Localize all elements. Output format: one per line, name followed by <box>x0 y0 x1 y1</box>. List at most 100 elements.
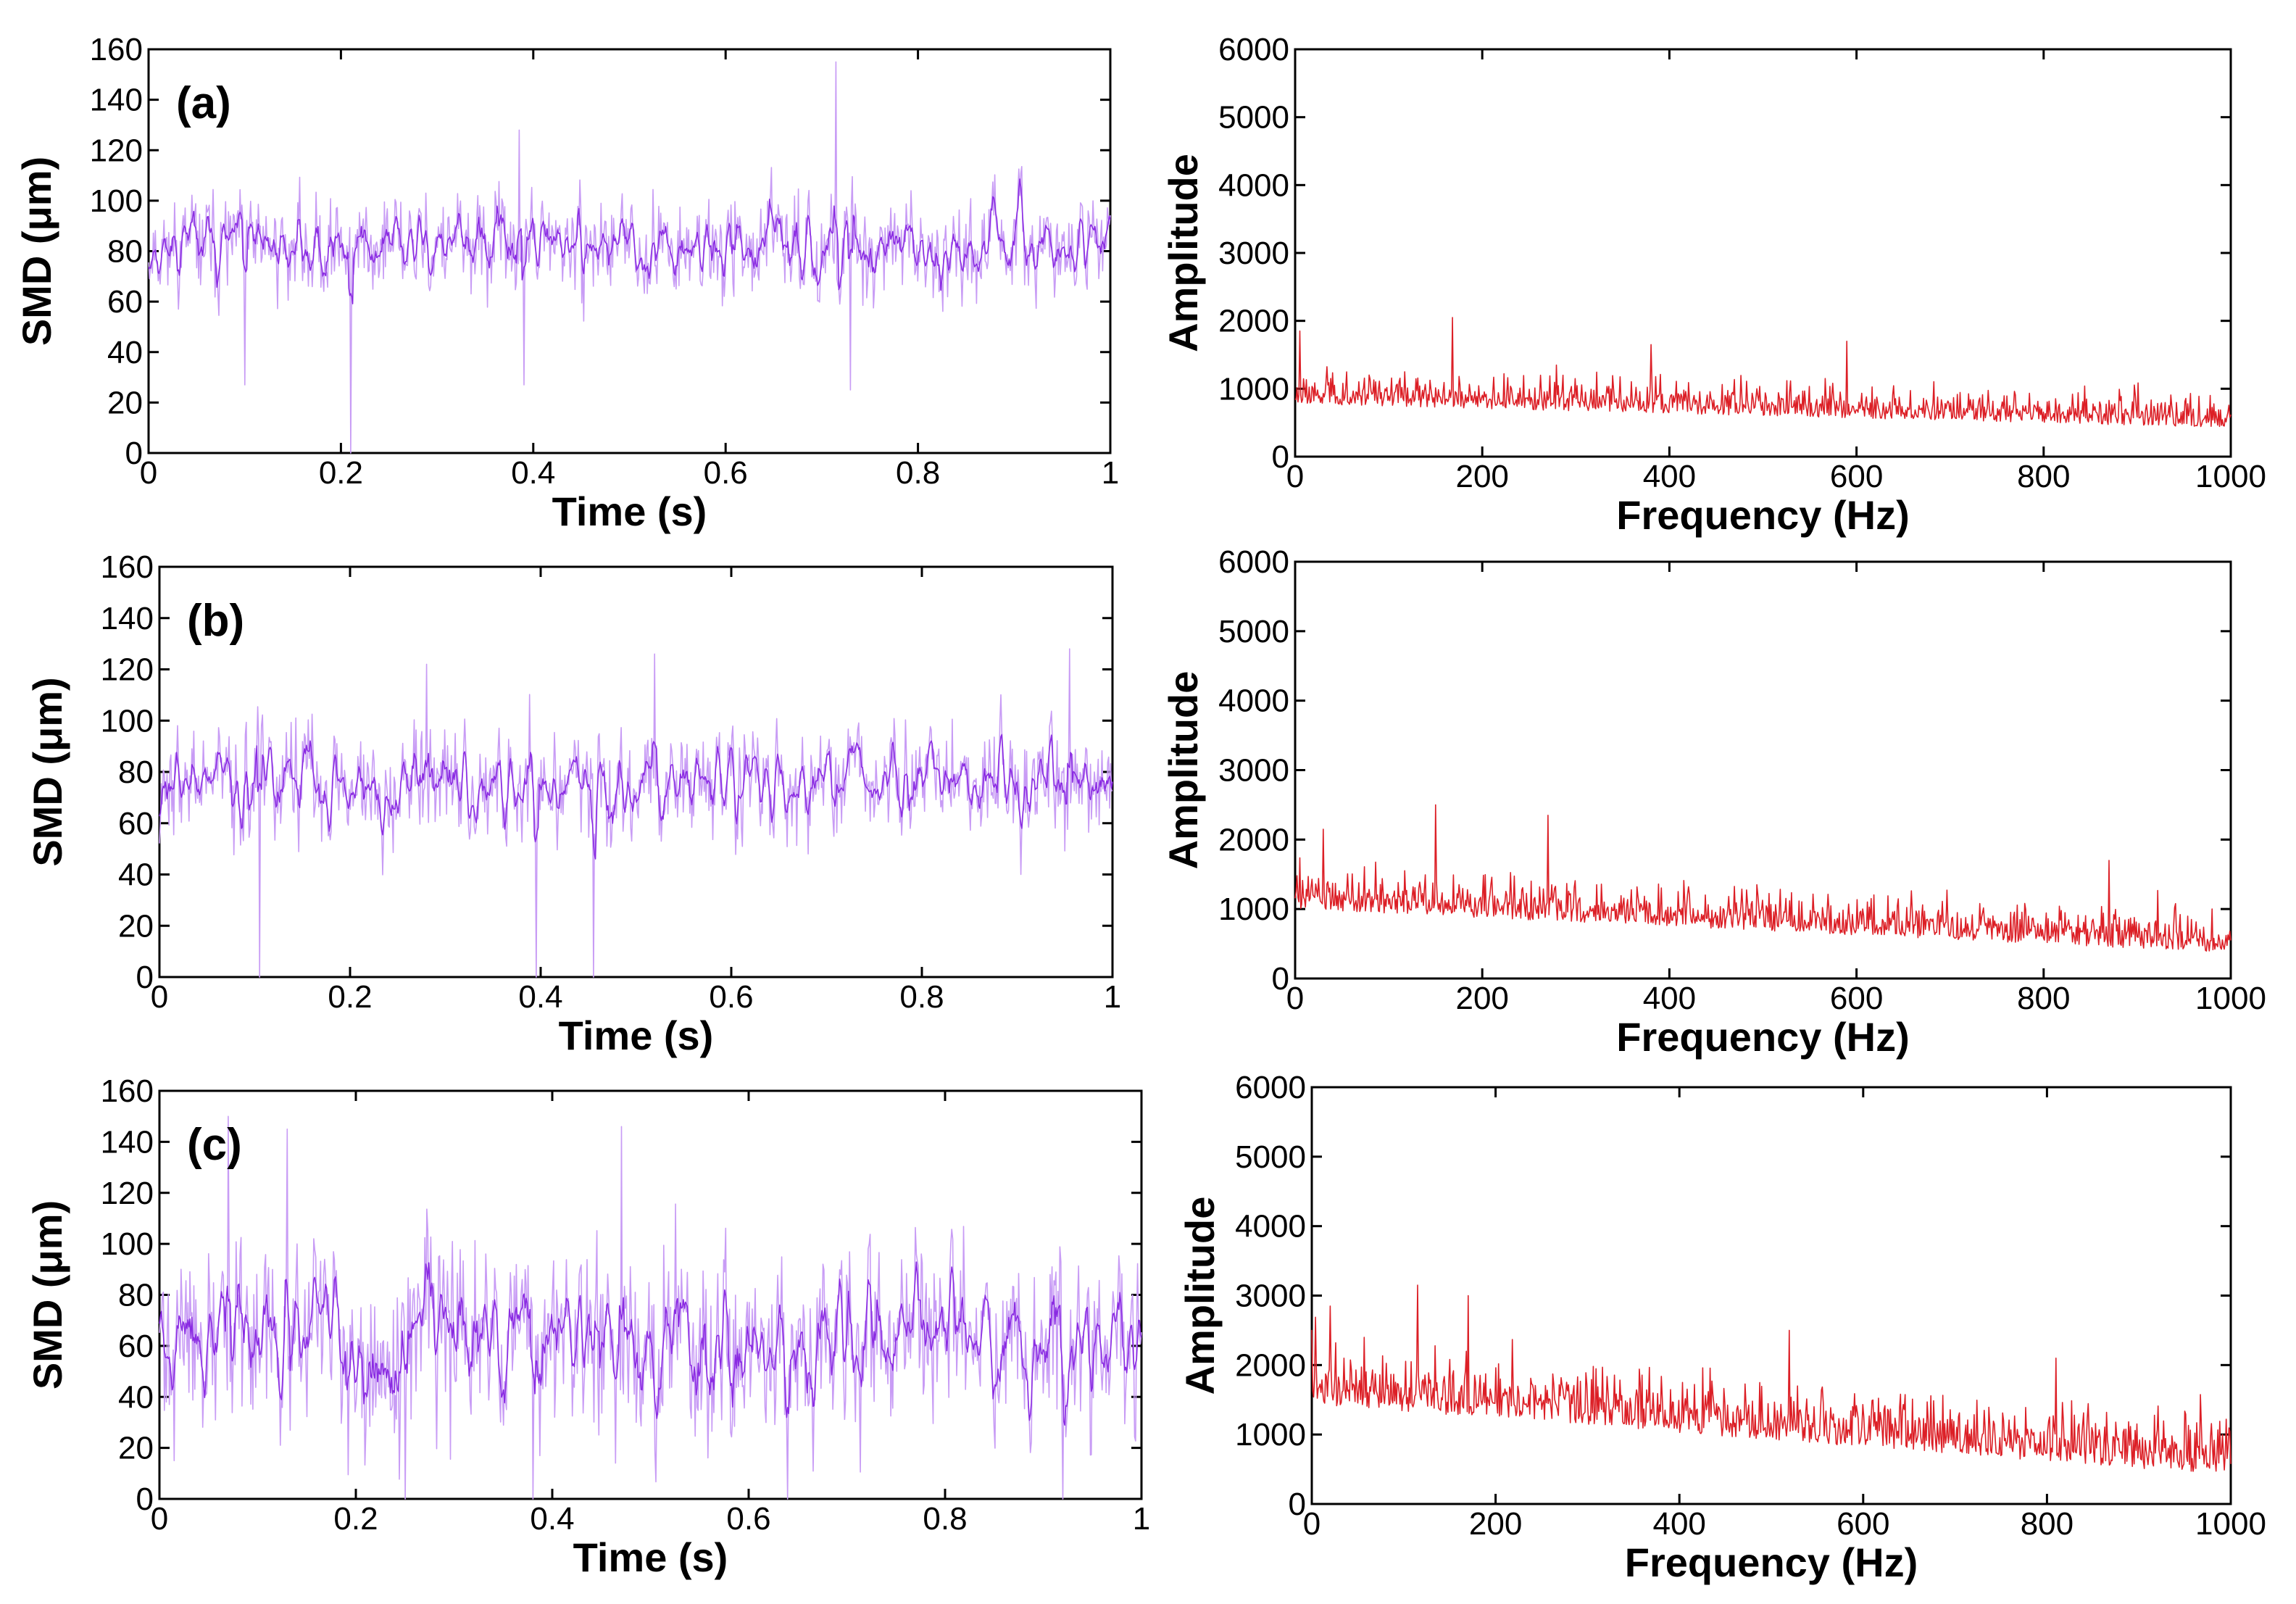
y-tick-label: 60 <box>107 284 143 320</box>
y-tick-label: 80 <box>118 755 154 790</box>
y-tick-label: 6000 <box>1235 1070 1306 1105</box>
amplitude-spectrum-line <box>1294 317 2231 428</box>
y-tick-label: 2000 <box>1218 304 1289 339</box>
x-tick-label: 0.4 <box>511 455 555 491</box>
y-tick-label: 0 <box>1272 961 1289 997</box>
y-axis-label: SMD (μm) <box>25 1200 70 1389</box>
y-tick-label: 120 <box>101 1176 154 1211</box>
x-tick-label: 0.8 <box>896 455 940 491</box>
y-axis-label: Amplitude <box>1177 1197 1223 1395</box>
y-axis-label: Amplitude <box>1160 671 1206 870</box>
y-tick-label: 40 <box>118 857 154 893</box>
y-tick-label: 40 <box>107 335 143 370</box>
x-tick-label: 0.8 <box>899 979 944 1015</box>
x-tick-label: 1 <box>1104 979 1121 1015</box>
y-tick-label: 100 <box>101 1226 154 1262</box>
x-tick-label: 200 <box>1455 981 1508 1016</box>
y-tick-label: 3000 <box>1218 753 1289 789</box>
y-tick-label: 100 <box>90 183 143 219</box>
y-tick-label: 2000 <box>1218 822 1289 857</box>
smd-series-line <box>159 734 1113 860</box>
x-tick-label: 0.6 <box>704 455 748 491</box>
x-tick-label: 800 <box>2017 459 2070 494</box>
y-tick-label: 80 <box>118 1278 154 1313</box>
x-tick-label: 0.6 <box>709 979 753 1015</box>
plot-area <box>1294 804 2231 952</box>
y-tick-label: 40 <box>118 1379 154 1415</box>
x-tick-label: 0 <box>1286 459 1304 494</box>
y-tick-label: 1000 <box>1218 892 1289 927</box>
y-tick-label: 160 <box>101 549 154 585</box>
x-tick-label: 1 <box>1133 1501 1150 1537</box>
x-tick-label: 200 <box>1469 1506 1522 1542</box>
y-tick-label: 140 <box>90 83 143 118</box>
x-tick-label: 1000 <box>2195 981 2266 1016</box>
x-tick-label: 1 <box>1102 455 1119 491</box>
plot-area <box>1311 1284 2231 1472</box>
axis-ticks: 0 0.2 0.4 0.6 0.8 1 0 20 40 60 80 100 120 140 160 <box>90 32 1120 491</box>
x-tick-label: 400 <box>1652 1506 1705 1542</box>
y-tick-label: 160 <box>101 1073 154 1109</box>
x-tick-label: 0.2 <box>333 1501 378 1537</box>
y-tick-label: 100 <box>101 703 154 739</box>
smd-series-line <box>148 178 1111 304</box>
y-tick-label: 0 <box>136 1482 154 1517</box>
x-axis-label: Frequency (Hz) <box>1616 1014 1910 1060</box>
plot-area <box>148 61 1111 454</box>
y-tick-label: 140 <box>101 601 154 636</box>
x-tick-label: 800 <box>2017 981 2070 1016</box>
y-tick-label: 0 <box>1289 1487 1306 1522</box>
chart-a-spectrum: 0 200 400 600 800 1000 0 1000 2000 3000 4000 5000 60… <box>1160 32 2266 538</box>
x-axis-label: Frequency (Hz) <box>1616 492 1910 538</box>
y-tick-label: 3000 <box>1218 236 1289 271</box>
x-axis-label: Time (s) <box>559 1013 714 1058</box>
plot-area <box>1294 317 2231 428</box>
x-axis-label: Time (s) <box>573 1534 728 1580</box>
x-tick-label: 0.4 <box>518 979 562 1015</box>
chart-b-spectrum: 0 200 400 600 800 1000 0 1000 2000 3000 4000 5000 60… <box>1160 544 2266 1060</box>
chart-c-spectrum: 0 200 400 600 800 1000 0 1000 2000 3000 4000 5000 60… <box>1177 1070 2266 1585</box>
x-tick-label: 0.2 <box>319 455 363 491</box>
x-tick-label: 600 <box>1830 981 1883 1016</box>
x-tick-label: 400 <box>1643 459 1696 494</box>
smd-series-envelope <box>159 648 1113 978</box>
x-tick-label: 800 <box>2021 1506 2074 1542</box>
amplitude-spectrum-line <box>1294 804 2231 952</box>
y-tick-label: 0 <box>125 436 143 471</box>
panel-label-c: (c) <box>187 1120 242 1170</box>
y-axis-label: SMD (μm) <box>14 157 59 346</box>
x-tick-label: 600 <box>1837 1506 1889 1542</box>
x-tick-label: 0 <box>151 1501 168 1537</box>
axis-ticks: 0 200 400 600 800 1000 0 1000 2000 3000 4000 5000 60… <box>1235 1070 2266 1542</box>
smd-series-envelope <box>159 1115 1142 1500</box>
x-tick-label: 1000 <box>2195 459 2266 494</box>
y-tick-label: 1000 <box>1235 1417 1306 1453</box>
y-tick-label: 4000 <box>1218 683 1289 719</box>
y-axis-label: Amplitude <box>1160 154 1206 352</box>
x-axis-label: Frequency (Hz) <box>1625 1539 1918 1585</box>
x-tick-label: 0 <box>151 979 168 1015</box>
axis-ticks: 0 0.2 0.4 0.6 0.8 1 0 20 40 60 80 100 120 140 160 <box>101 1073 1151 1537</box>
y-tick-label: 60 <box>118 1329 154 1364</box>
panel-label-b: (b) <box>187 596 244 646</box>
x-tick-label: 0 <box>1286 981 1304 1016</box>
y-tick-label: 60 <box>118 806 154 842</box>
y-tick-label: 120 <box>90 133 143 168</box>
plot-frame <box>1294 560 2232 980</box>
smd-series-line <box>159 1261 1142 1426</box>
x-tick-label: 0.8 <box>923 1501 967 1537</box>
y-tick-label: 20 <box>107 385 143 420</box>
y-tick-label: 2000 <box>1235 1347 1306 1383</box>
plot-area <box>159 1115 1142 1500</box>
x-tick-label: 0.4 <box>530 1501 574 1537</box>
x-tick-label: 0 <box>1303 1506 1320 1542</box>
y-tick-label: 4000 <box>1218 167 1289 203</box>
x-tick-label: 600 <box>1830 459 1883 494</box>
axis-ticks: 0 200 400 600 800 1000 0 1000 2000 3000 4000 5000 60… <box>1218 544 2266 1016</box>
axis-ticks: 0 0.2 0.4 0.6 0.8 1 0 20 40 60 80 100 120 140 160 <box>101 549 1122 1015</box>
x-tick-label: 0 <box>140 455 157 491</box>
y-tick-label: 6000 <box>1218 544 1289 580</box>
